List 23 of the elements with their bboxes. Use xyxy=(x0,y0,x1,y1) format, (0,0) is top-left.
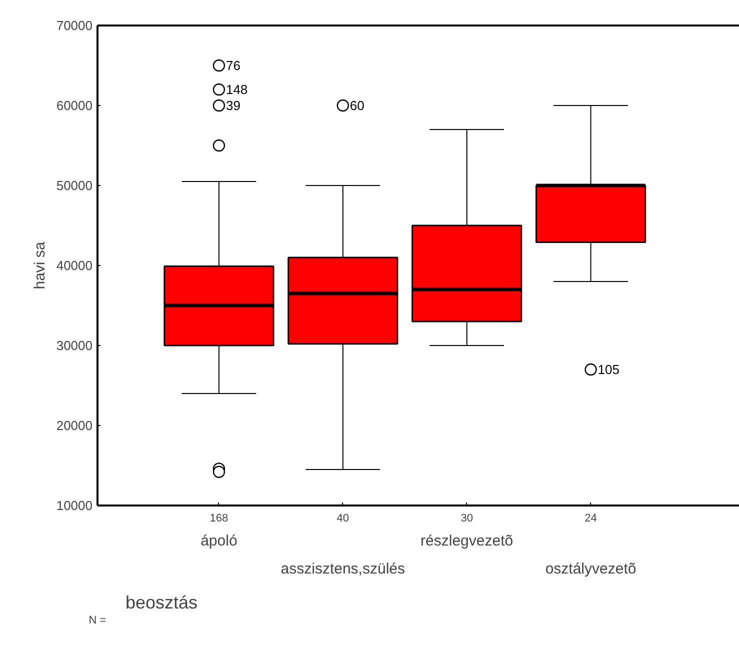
y-tick-label: 40000 xyxy=(56,258,93,273)
x-tick-label: osztályvezetõ xyxy=(545,560,636,578)
y-tick-label: 50000 xyxy=(56,178,93,193)
annotation: 24 xyxy=(584,512,597,524)
y-tick-label: 70000 xyxy=(56,18,93,33)
annotation: 30 xyxy=(460,512,473,524)
y-tick-label: 20000 xyxy=(56,418,93,433)
y-tick-label: 10000 xyxy=(56,498,93,513)
annotation: 76 xyxy=(226,58,240,73)
x-axis-title: beosztás xyxy=(126,592,198,612)
y-tick-label: 30000 xyxy=(56,338,93,353)
annotation: 168 xyxy=(210,512,228,524)
annotation: 39 xyxy=(226,98,240,113)
annotation: 60 xyxy=(350,98,364,113)
x-tick-label: ápoló xyxy=(200,532,238,550)
text: N = xyxy=(88,614,106,626)
annotation: 40 xyxy=(336,512,350,524)
x-tick-label: részlegvezetõ xyxy=(420,532,514,550)
annotation: 148 xyxy=(226,82,248,97)
x-tick-label: asszisztens,szülés xyxy=(280,560,406,578)
y-axis-title: havi sa xyxy=(31,241,48,290)
annotation: 105 xyxy=(598,362,620,377)
y-tick-label: 60000 xyxy=(56,98,93,113)
